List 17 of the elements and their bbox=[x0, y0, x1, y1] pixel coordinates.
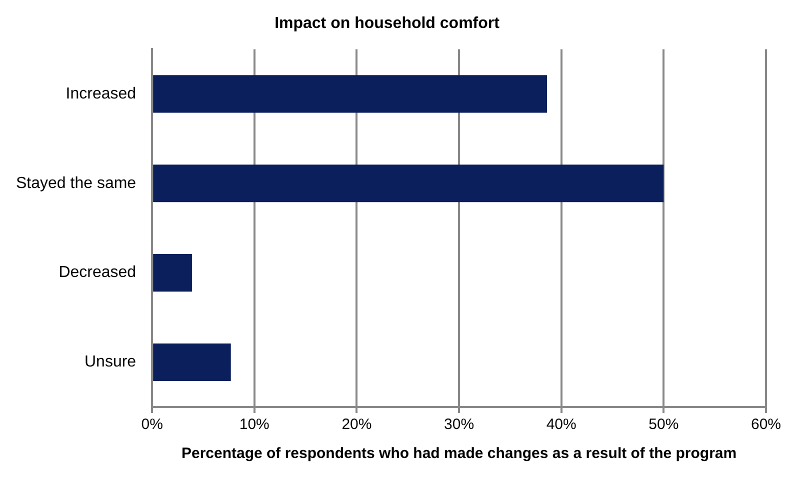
x-tick-label: 10% bbox=[239, 416, 270, 434]
bar bbox=[153, 164, 664, 202]
chart-title: Impact on household comfort bbox=[274, 15, 500, 32]
x-axis-title: Percentage of respondents who had made changes as a result of the program bbox=[181, 445, 737, 462]
x-tick-label: 60% bbox=[750, 416, 782, 434]
x-tick-label: 30% bbox=[444, 416, 474, 434]
bar bbox=[153, 343, 231, 382]
x-tick-label: 0% bbox=[141, 416, 163, 434]
y-tick-label: Decreased bbox=[58, 264, 136, 282]
bar bbox=[153, 254, 192, 292]
y-tick-label: Stayed the same bbox=[16, 174, 136, 192]
y-tick-label: Increased bbox=[66, 85, 136, 102]
x-tick-label: 20% bbox=[342, 416, 372, 434]
bar bbox=[153, 75, 548, 113]
x-tick-label: 50% bbox=[648, 416, 679, 434]
y-tick-label: Unsure bbox=[84, 354, 136, 371]
x-tick-label: 40% bbox=[546, 416, 576, 434]
